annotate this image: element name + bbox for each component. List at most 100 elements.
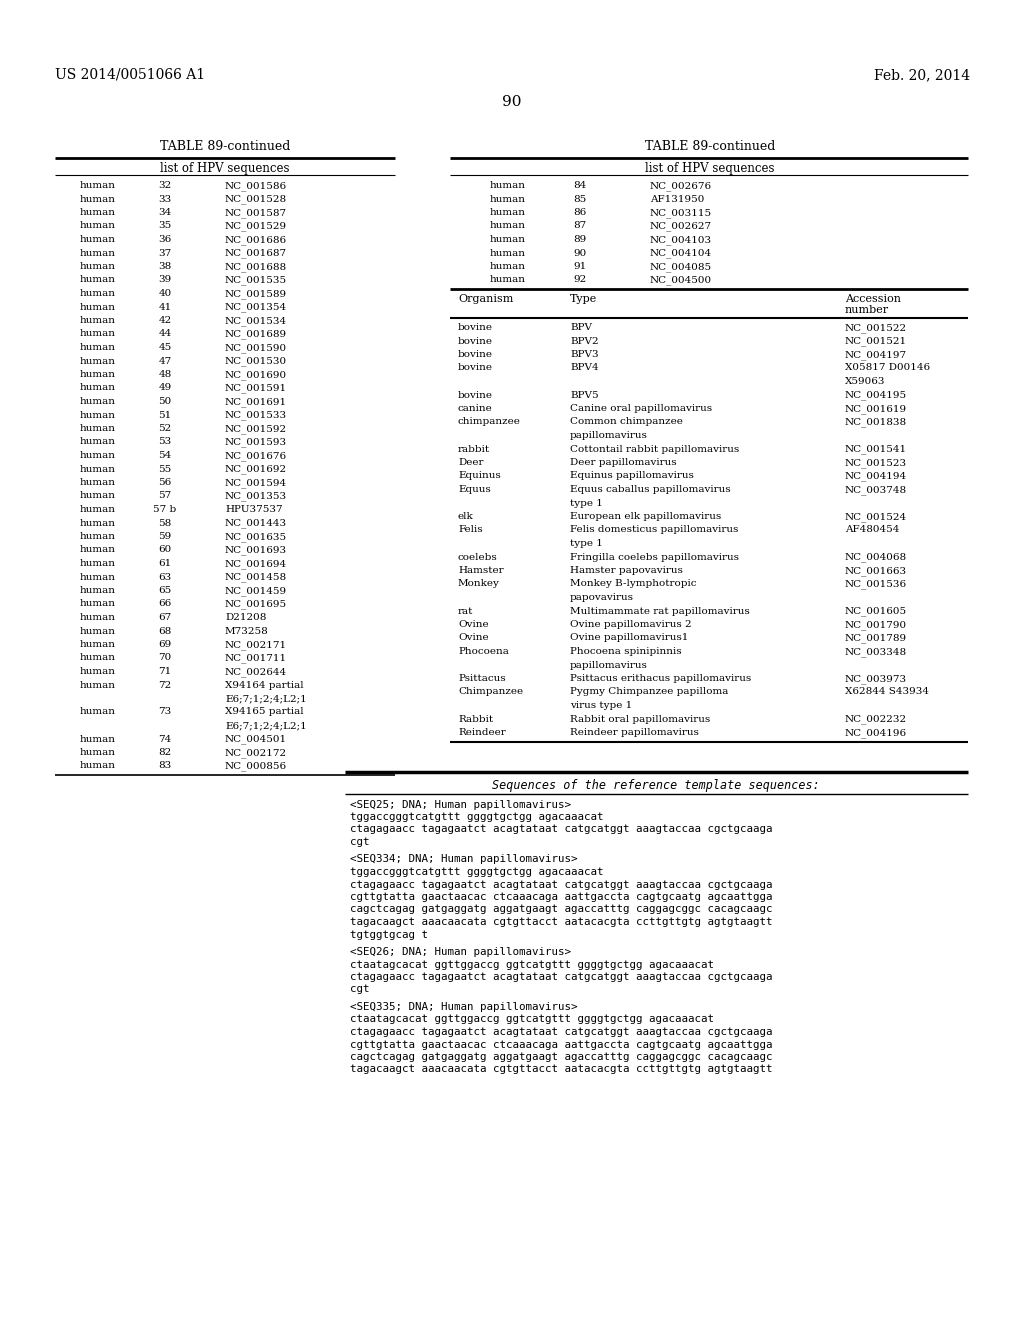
Text: human: human: [80, 330, 116, 338]
Text: NC_002676: NC_002676: [650, 181, 712, 190]
Text: human: human: [80, 748, 116, 756]
Text: 52: 52: [159, 424, 172, 433]
Text: NC_001541: NC_001541: [845, 445, 907, 454]
Text: cgttgtatta gaactaacac ctcaaacaga aattgaccta cagtgcaatg agcaattgga: cgttgtatta gaactaacac ctcaaacaga aattgac…: [350, 892, 772, 902]
Text: NC_002172: NC_002172: [225, 748, 287, 758]
Text: 69: 69: [159, 640, 172, 649]
Text: X05817 D00146: X05817 D00146: [845, 363, 930, 372]
Text: human: human: [80, 451, 116, 459]
Text: NC_001443: NC_001443: [225, 519, 287, 528]
Text: NC_001524: NC_001524: [845, 512, 907, 521]
Text: human: human: [490, 194, 526, 203]
Text: NC_001594: NC_001594: [225, 478, 287, 487]
Text: NC_001690: NC_001690: [225, 370, 287, 380]
Text: 91: 91: [573, 261, 587, 271]
Text: 92: 92: [573, 276, 587, 285]
Text: human: human: [490, 248, 526, 257]
Text: 44: 44: [159, 330, 172, 338]
Text: NC_001590: NC_001590: [225, 343, 287, 352]
Text: Reindeer: Reindeer: [458, 729, 506, 737]
Text: Fringilla coelebs papillomavirus: Fringilla coelebs papillomavirus: [570, 553, 739, 561]
Text: NC_004501: NC_004501: [225, 734, 287, 744]
Text: 84: 84: [573, 181, 587, 190]
Text: Monkey: Monkey: [458, 579, 500, 589]
Text: NC_001691: NC_001691: [225, 397, 287, 407]
Text: 53: 53: [159, 437, 172, 446]
Text: human: human: [80, 209, 116, 216]
Text: ctagagaacc tagagaatct acagtataat catgcatggt aaagtaccaa cgctgcaaga: ctagagaacc tagagaatct acagtataat catgcat…: [350, 972, 772, 982]
Text: TABLE 89-continued: TABLE 89-continued: [160, 140, 290, 153]
Text: 73: 73: [159, 708, 172, 717]
Text: 82: 82: [159, 748, 172, 756]
Text: European elk papillomavirus: European elk papillomavirus: [570, 512, 721, 521]
Text: Reindeer papillomavirus: Reindeer papillomavirus: [570, 729, 698, 737]
Text: papovavirus: papovavirus: [570, 593, 634, 602]
Text: coelebs: coelebs: [458, 553, 498, 561]
Text: <SEQ25; DNA; Human papillomavirus>: <SEQ25; DNA; Human papillomavirus>: [350, 800, 571, 809]
Text: human: human: [80, 356, 116, 366]
Text: 58: 58: [159, 519, 172, 528]
Text: Rabbit oral papillomavirus: Rabbit oral papillomavirus: [570, 714, 711, 723]
Text: cgt: cgt: [350, 837, 370, 847]
Text: NC_001529: NC_001529: [225, 222, 287, 231]
Text: NC_004103: NC_004103: [650, 235, 712, 244]
Text: virus type 1: virus type 1: [570, 701, 632, 710]
Text: 70: 70: [159, 653, 172, 663]
Text: 41: 41: [159, 302, 172, 312]
Text: Equus caballus papillomavirus: Equus caballus papillomavirus: [570, 484, 731, 494]
Text: human: human: [80, 762, 116, 771]
Text: human: human: [80, 465, 116, 474]
Text: Felis domesticus papillomavirus: Felis domesticus papillomavirus: [570, 525, 738, 535]
Text: Ovine: Ovine: [458, 634, 488, 643]
Text: X62844 S43934: X62844 S43934: [845, 688, 929, 697]
Text: human: human: [80, 181, 116, 190]
Text: 63: 63: [159, 573, 172, 582]
Text: human: human: [80, 276, 116, 285]
Text: NC_003348: NC_003348: [845, 647, 907, 656]
Text: human: human: [80, 261, 116, 271]
Text: type 1: type 1: [570, 499, 603, 507]
Text: human: human: [80, 491, 116, 500]
Text: human: human: [80, 315, 116, 325]
Text: Organism: Organism: [458, 294, 513, 304]
Text: NC_001635: NC_001635: [225, 532, 287, 541]
Text: rabbit: rabbit: [458, 445, 490, 454]
Text: 48: 48: [159, 370, 172, 379]
Text: tggaccgggtcatgttt ggggtgctgg agacaaacat: tggaccgggtcatgttt ggggtgctgg agacaaacat: [350, 867, 603, 876]
Text: Deer: Deer: [458, 458, 483, 467]
Text: Accession: Accession: [845, 294, 901, 304]
Text: 90: 90: [502, 95, 522, 110]
Text: NC_004194: NC_004194: [845, 471, 907, 482]
Text: 47: 47: [159, 356, 172, 366]
Text: Rabbit: Rabbit: [458, 714, 494, 723]
Text: NC_001693: NC_001693: [225, 545, 287, 556]
Text: 67: 67: [159, 612, 172, 622]
Text: human: human: [80, 289, 116, 298]
Text: AF131950: AF131950: [650, 194, 705, 203]
Text: 50: 50: [159, 397, 172, 407]
Text: NC_001686: NC_001686: [225, 235, 287, 244]
Text: cgttgtatta gaactaacac ctcaaacaga aattgaccta cagtgcaatg agcaattgga: cgttgtatta gaactaacac ctcaaacaga aattgac…: [350, 1040, 772, 1049]
Text: chimpanzee: chimpanzee: [458, 417, 521, 426]
Text: AF480454: AF480454: [845, 525, 899, 535]
Text: 74: 74: [159, 734, 172, 743]
Text: NC_001528: NC_001528: [225, 194, 287, 205]
Text: papillomavirus: papillomavirus: [570, 432, 648, 440]
Text: NC_001789: NC_001789: [845, 634, 907, 643]
Text: NC_001695: NC_001695: [225, 599, 287, 610]
Text: 65: 65: [159, 586, 172, 595]
Text: NC_001535: NC_001535: [225, 276, 287, 285]
Text: 83: 83: [159, 762, 172, 771]
Text: cgt: cgt: [350, 985, 370, 994]
Text: human: human: [80, 343, 116, 352]
Text: ctaatagcacat ggttggaccg ggtcatgttt ggggtgctgg agacaaacat: ctaatagcacat ggttggaccg ggtcatgttt ggggt…: [350, 960, 714, 969]
Text: bovine: bovine: [458, 350, 493, 359]
Text: <SEQ26; DNA; Human papillomavirus>: <SEQ26; DNA; Human papillomavirus>: [350, 946, 571, 957]
Text: human: human: [80, 627, 116, 635]
Text: human: human: [80, 734, 116, 743]
Text: human: human: [80, 478, 116, 487]
Text: Ovine papillomavirus 2: Ovine papillomavirus 2: [570, 620, 691, 630]
Text: 45: 45: [159, 343, 172, 352]
Text: human: human: [490, 276, 526, 285]
Text: Felis: Felis: [458, 525, 482, 535]
